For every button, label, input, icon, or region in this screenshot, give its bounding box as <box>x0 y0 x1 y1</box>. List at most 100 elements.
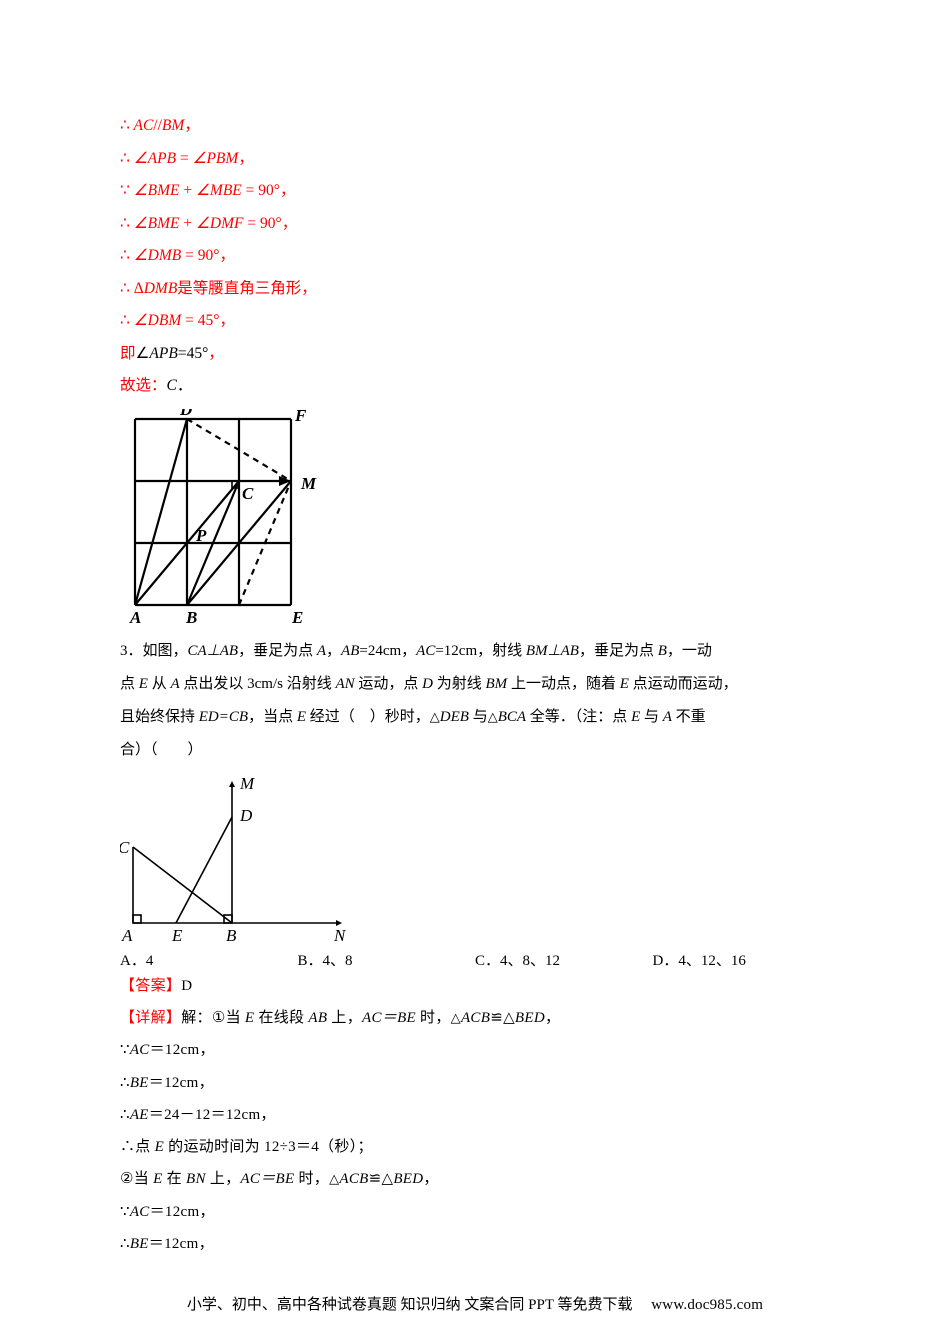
math: AE <box>130 1107 149 1123</box>
math: AC＝BE <box>240 1171 294 1187</box>
math: BM <box>486 676 508 692</box>
math-expr: ∠BME + ∠MBE = 90° <box>134 182 280 199</box>
period: ． <box>177 377 193 394</box>
text-isoceles: 是等腰直角三角形， <box>177 280 317 297</box>
text: 且始终保持 <box>120 709 199 725</box>
math: AC <box>130 1042 150 1058</box>
therefore-symbol: ∴ <box>120 215 130 232</box>
fig2-label-M: M <box>239 774 255 793</box>
math-expr: ∠DBM = 45° <box>134 312 220 329</box>
text: 的运动时间为 12÷3＝4（秒）； <box>164 1139 373 1155</box>
math: A <box>663 709 672 725</box>
fig1-label-F: F <box>294 409 307 425</box>
because-symbol: ∵ <box>120 182 130 199</box>
math: AB <box>308 1010 327 1026</box>
text: ＝12cm， <box>150 1042 215 1058</box>
parallel-symbol: // <box>153 117 162 134</box>
text: 上， <box>327 1010 362 1026</box>
text: =12cm，射线 <box>435 643 526 659</box>
math: BE <box>130 1075 149 1091</box>
option-c: C．4、8、12 <box>475 949 653 970</box>
proof-line-5: ∴ ∠DMB = 90°， <box>120 240 830 273</box>
text: ＝12cm， <box>149 1075 214 1091</box>
text-guxuan: 故选： <box>120 377 167 394</box>
figure-grid-diagram: D F M C P A B E <box>120 409 830 631</box>
fig2-label-C: C <box>120 838 130 857</box>
detail-line-4: ∴AE＝24－12＝12cm， <box>120 1099 830 1131</box>
proof-line-9: 故选：C． <box>120 370 830 403</box>
proof-line-7: ∴ ∠DBM = 45°， <box>120 305 830 338</box>
text: 从 <box>148 676 171 692</box>
math-expr: ∠APB <box>136 345 178 362</box>
text-eq45: =45° <box>178 345 208 362</box>
page: ∴ AC//BM， ∴ ∠APB = ∠PBM， ∵ ∠BME + ∠MBE =… <box>0 0 950 1344</box>
fig1-label-A: A <box>129 608 141 627</box>
math-ac: AC <box>133 117 153 134</box>
math: A <box>317 643 326 659</box>
proof-line-8: 即∠APB=45°， <box>120 338 830 371</box>
detail-line-1: 【详解】解：①当 E 在线段 AB 上，AC＝BE 时，△ACB≌△BED， <box>120 1002 830 1034</box>
detail-line-8: ∴BE＝12cm， <box>120 1228 830 1260</box>
options-row: A．4 B．4、8 C．4、8、12 D．4、12、16 <box>120 949 830 970</box>
text: ，垂足为点 <box>238 643 317 659</box>
math: D <box>422 676 433 692</box>
text: 上， <box>206 1171 241 1187</box>
therefore-symbol: ∴ <box>120 117 130 134</box>
math: AC <box>416 643 435 659</box>
detail-line-6: ②当 E 在 BN 上，AC＝BE 时，△ACB≌△BED， <box>120 1163 830 1195</box>
text: 与 <box>640 709 663 725</box>
therefore-symbol: ∴ <box>120 280 130 297</box>
comma: ， <box>219 312 235 329</box>
text: 经过（ ）秒时， <box>306 709 430 725</box>
math: AN <box>335 676 354 692</box>
text: 与 <box>469 709 488 725</box>
math: BE <box>130 1236 149 1252</box>
text: 上一动点，随着 <box>507 676 620 692</box>
text: 时， <box>294 1171 329 1187</box>
text: ＝12cm， <box>149 1236 214 1252</box>
footer-text: 小学、初中、高中各种试卷真题 知识归纳 文案合同 PPT 等免费下载 <box>187 1297 651 1313</box>
math-dmb: ΔDMB <box>134 280 178 297</box>
fig2-label-B: B <box>226 926 237 945</box>
text: 当 <box>226 1010 245 1026</box>
answer-line: 【答案】D <box>120 970 830 1002</box>
because-symbol: ∵ <box>120 1204 130 1220</box>
comma: ， <box>184 117 200 134</box>
math: B <box>658 643 667 659</box>
math-expr: ∠APB = ∠PBM <box>134 150 239 167</box>
math: E <box>631 709 640 725</box>
fig1-label-B: B <box>185 608 197 627</box>
therefore-symbol: ∴ <box>120 1107 130 1123</box>
text: 解： <box>181 1010 212 1026</box>
text: 在 <box>163 1171 186 1187</box>
math: ACB <box>339 1171 368 1187</box>
text: ＝24－12＝12cm， <box>149 1107 276 1123</box>
answer-c: C <box>167 377 177 394</box>
fig2-label-N: N <box>333 926 347 945</box>
detail-line-7: ∵AC＝12cm， <box>120 1196 830 1228</box>
comma: ， <box>280 182 296 199</box>
detail-line-2: ∵AC＝12cm， <box>120 1034 830 1066</box>
text: =24cm， <box>359 643 416 659</box>
text: 时， <box>416 1010 451 1026</box>
therefore-symbol: ∴ <box>120 312 130 329</box>
math: E <box>155 1139 164 1155</box>
math: BED <box>393 1171 423 1187</box>
proof-block: ∴ AC//BM， ∴ ∠APB = ∠PBM， ∵ ∠BME + ∠MBE =… <box>120 110 830 403</box>
text: ，一动 <box>667 643 712 659</box>
text: 合）（ ） <box>120 742 203 758</box>
proof-line-3: ∵ ∠BME + ∠MBE = 90°， <box>120 175 830 208</box>
text: ， <box>545 1010 560 1026</box>
text: ∴点 <box>120 1139 155 1155</box>
therefore-symbol: ∴ <box>120 150 130 167</box>
option-b: B．4、8 <box>298 949 476 970</box>
math: E <box>153 1171 162 1187</box>
math: AC＝BE <box>362 1010 416 1026</box>
text-ji: 即 <box>120 345 136 362</box>
math: AC <box>130 1204 150 1220</box>
circled-2: ② <box>120 1163 134 1195</box>
text: 点 <box>120 676 139 692</box>
text: 为射线 <box>433 676 486 692</box>
option-a: A．4 <box>120 949 298 970</box>
detail-label: 【详解】 <box>120 1010 181 1026</box>
